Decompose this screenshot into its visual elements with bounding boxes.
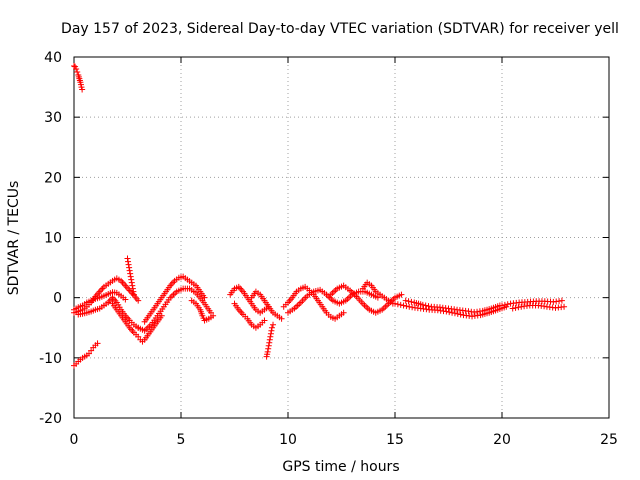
data-point <box>79 86 86 93</box>
data-point <box>265 342 272 349</box>
data-point <box>85 350 92 357</box>
data-point <box>71 63 77 70</box>
data-point <box>125 261 132 268</box>
data-points <box>71 63 568 369</box>
data-point <box>122 296 129 303</box>
data-point <box>135 333 142 340</box>
x-tick-label: 10 <box>279 432 297 448</box>
data-point <box>499 302 505 309</box>
data-point <box>501 301 508 308</box>
data-point <box>127 270 134 277</box>
data-point <box>515 304 522 311</box>
x-tick-label: 20 <box>493 432 511 448</box>
data-point <box>201 294 208 301</box>
data-point <box>397 301 404 308</box>
x-tick-label: 5 <box>177 432 186 448</box>
y-tick-label: -10 <box>39 351 62 367</box>
data-point <box>267 333 274 340</box>
data-point <box>130 291 137 298</box>
data-point <box>398 291 405 298</box>
data-point <box>126 264 133 271</box>
data-point <box>454 310 461 317</box>
data-point <box>265 345 272 352</box>
data-point <box>135 297 142 304</box>
axis-ticks: 0 5 10 15 20 25 -20 -10 0 10 20 30 40 <box>39 50 618 448</box>
data-point <box>425 303 432 310</box>
data-point <box>94 340 101 347</box>
data-point <box>128 279 135 286</box>
y-tick-label: 40 <box>44 50 62 66</box>
data-point <box>422 302 429 309</box>
y-tick-label: 10 <box>44 231 62 247</box>
data-point <box>210 312 217 319</box>
y-axis-label: SDTVAR / TECUs <box>6 181 22 296</box>
data-point <box>504 301 511 308</box>
data-point <box>558 297 565 304</box>
x-tick-label: 25 <box>600 432 618 448</box>
y-tick-label: 20 <box>44 170 62 186</box>
data-point <box>512 304 519 311</box>
chart-title: Day 157 of 2023, Sidereal Day-to-day VTE… <box>61 21 619 37</box>
data-point <box>261 317 268 324</box>
grid <box>74 57 609 418</box>
data-point <box>449 309 456 316</box>
data-point <box>127 273 134 280</box>
x-tick-label: 15 <box>386 432 404 448</box>
data-point <box>408 298 415 305</box>
x-axis-label: GPS time / hours <box>282 459 399 475</box>
data-point <box>267 330 274 337</box>
data-point <box>406 303 413 310</box>
data-point <box>88 347 95 354</box>
data-point <box>129 282 136 289</box>
data-point <box>457 311 464 318</box>
data-point <box>264 348 271 355</box>
data-point <box>129 285 136 292</box>
data-point <box>278 315 285 322</box>
data-point <box>403 303 410 310</box>
data-point <box>394 301 401 308</box>
data-point <box>270 321 277 328</box>
data-point <box>128 276 135 283</box>
data-point <box>561 303 568 310</box>
data-point <box>73 66 80 73</box>
data-point <box>266 336 273 343</box>
data-point <box>268 324 275 331</box>
x-tick-label: 0 <box>70 432 79 448</box>
data-point <box>446 309 453 316</box>
data-point <box>392 300 398 307</box>
y-tick-label: -20 <box>39 411 62 427</box>
data-point <box>405 298 412 305</box>
data-point <box>266 339 273 346</box>
data-point <box>268 327 275 334</box>
data-point <box>509 305 516 312</box>
data-point <box>126 267 133 274</box>
y-tick-label: 0 <box>53 291 62 307</box>
data-point <box>125 258 132 265</box>
data-point <box>74 69 81 76</box>
data-point <box>340 309 347 316</box>
data-point <box>130 288 137 295</box>
data-point <box>443 308 450 315</box>
y-tick-label: 30 <box>44 110 62 126</box>
data-point <box>402 297 409 304</box>
data-point <box>400 302 407 309</box>
data-point <box>124 255 131 262</box>
data-point <box>419 301 426 308</box>
data-point <box>451 310 458 317</box>
